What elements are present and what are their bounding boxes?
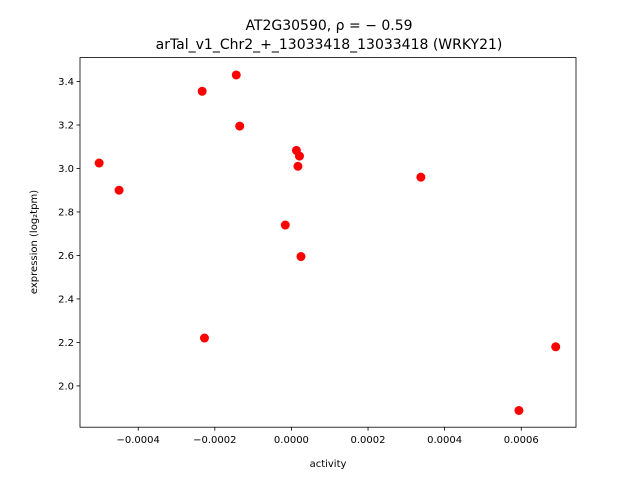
x-axis: −0.0004 −0.0002 0.0000 0.0002 0.0004 0.0006 xyxy=(117,427,539,446)
data-point-13 xyxy=(514,405,524,415)
axes-frame xyxy=(79,57,577,428)
y-tick-label: 3.2 xyxy=(58,120,74,131)
y-axis-label: expression (log₂tpm) xyxy=(29,190,40,294)
data-point-14 xyxy=(551,342,561,352)
y-tick-label: 3.4 xyxy=(58,77,74,88)
x-tick-label: 0.0006 xyxy=(504,435,539,446)
y-tick-label: 3.0 xyxy=(58,164,74,175)
y-axis: 2.0 2.2 2.4 2.6 2.8 3.0 3.2 3.4 xyxy=(58,77,80,392)
chart-title: AT2G30590, ρ = − 0.59 arTal_v1_Chr2_+_13… xyxy=(156,18,503,53)
data-point-11 xyxy=(296,252,306,262)
data-point-12 xyxy=(416,172,426,182)
x-tick-label: 0.0002 xyxy=(351,435,386,446)
data-point-9 xyxy=(293,161,303,171)
data-point-2 xyxy=(114,185,124,195)
data-point-3 xyxy=(197,86,207,96)
data-point-1 xyxy=(94,158,104,168)
data-point-4 xyxy=(199,333,209,343)
plot-area xyxy=(80,57,576,428)
x-tick-label: 0.0004 xyxy=(427,435,462,446)
data-point-10 xyxy=(294,151,304,161)
y-tick-label: 2.4 xyxy=(58,294,74,305)
x-axis-label: activity xyxy=(310,459,347,470)
x-tick-label: −0.0002 xyxy=(193,435,236,446)
data-point-5 xyxy=(231,70,241,80)
x-tick-label: −0.0004 xyxy=(117,435,160,446)
y-tick-label: 2.6 xyxy=(58,251,74,262)
y-tick-label: 2.8 xyxy=(58,207,74,218)
y-tick-label: 2.0 xyxy=(58,381,74,392)
data-points xyxy=(94,70,561,415)
x-tick-label: 0.0000 xyxy=(274,435,309,446)
chart-title-line-1: AT2G30590, ρ = − 0.59 xyxy=(245,18,412,34)
data-point-7 xyxy=(280,220,290,230)
chart-title-line-2: arTal_v1_Chr2_+_13033418_13033418 (WRKY2… xyxy=(156,37,503,53)
data-point-6 xyxy=(235,121,245,131)
y-tick-label: 2.2 xyxy=(58,338,74,349)
